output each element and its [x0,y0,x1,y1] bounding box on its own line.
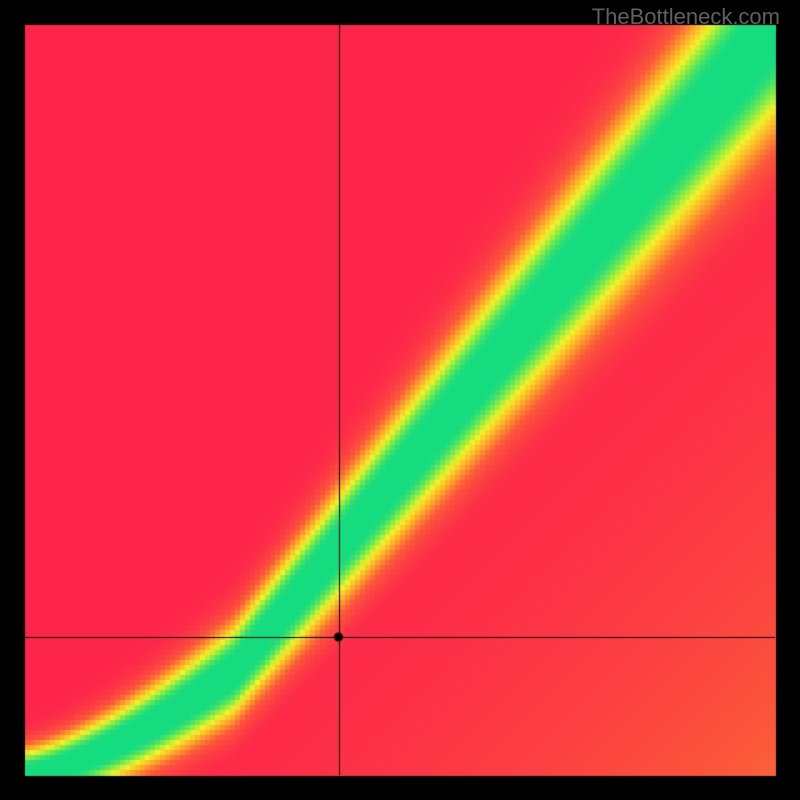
watermark-text: TheBottleneck.com [592,4,780,30]
bottleneck-heatmap [0,0,800,800]
